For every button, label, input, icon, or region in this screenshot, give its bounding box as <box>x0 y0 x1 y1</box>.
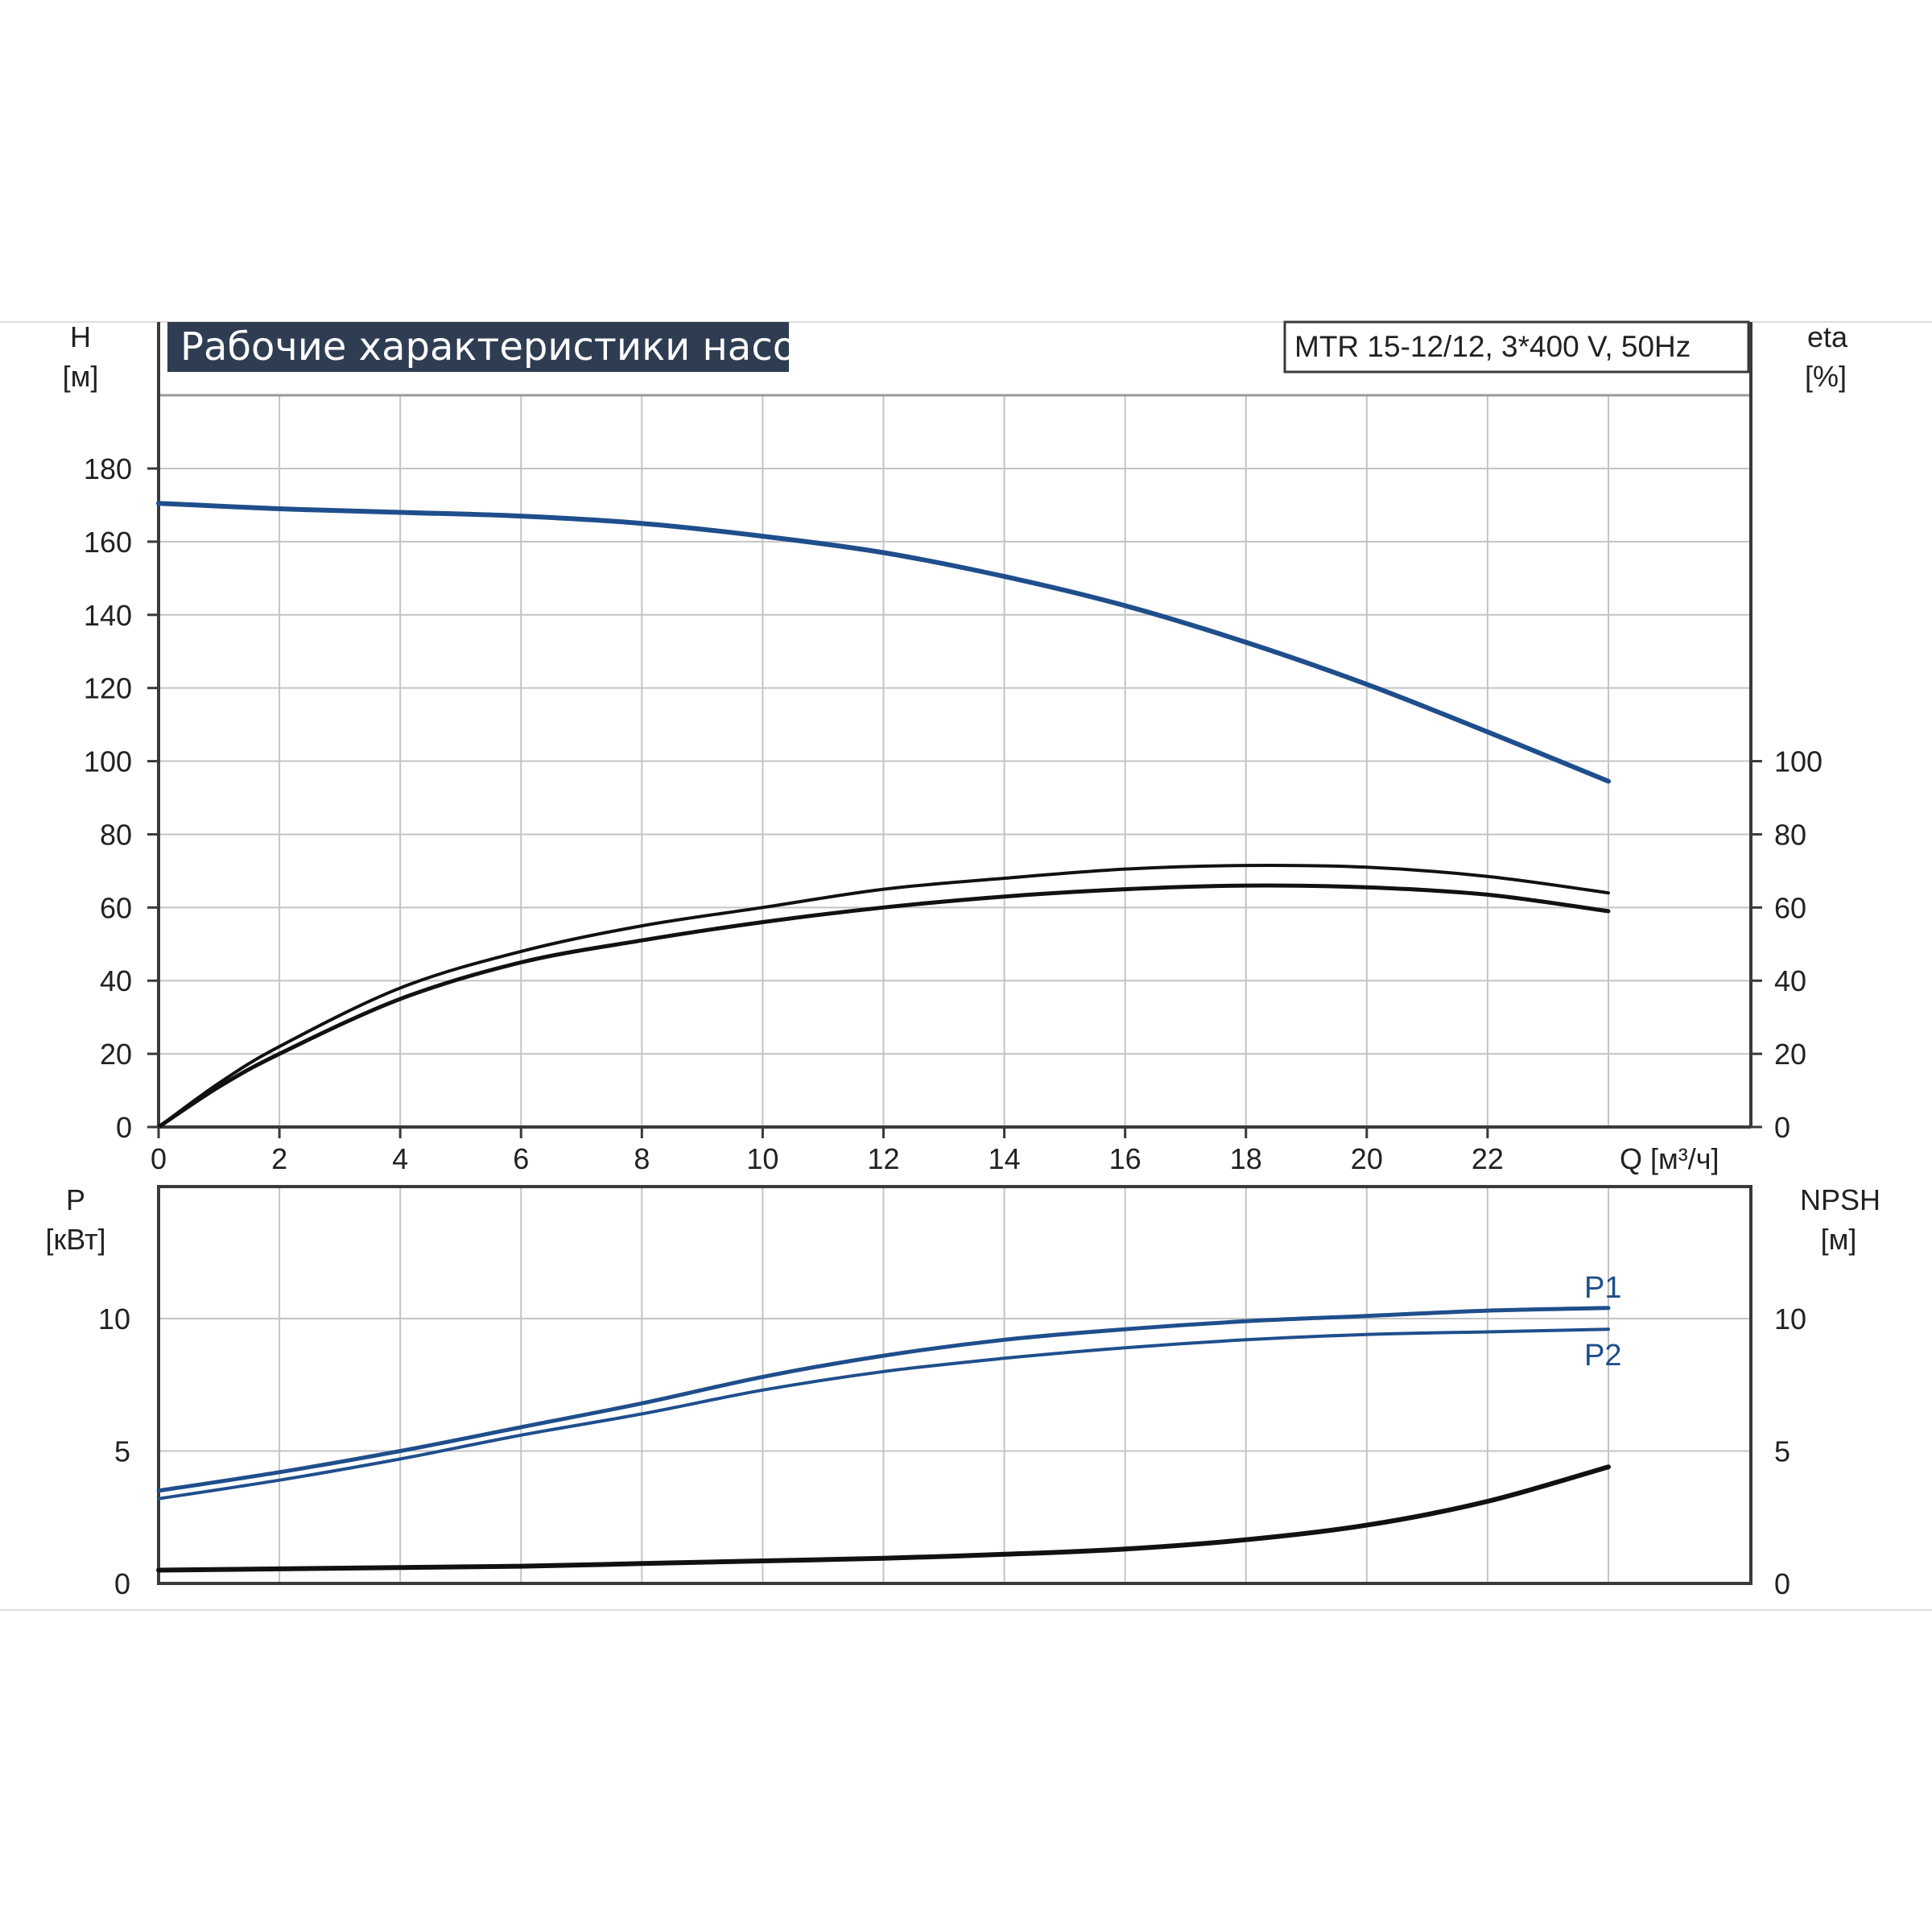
series-line-eta-lower <box>156 883 1611 1129</box>
x-tick-label: 14 <box>989 1142 1021 1175</box>
p2-label: P2 <box>1584 1339 1621 1373</box>
lower-grid <box>159 1187 1751 1583</box>
npsh-tick-label: 5 <box>1774 1435 1790 1468</box>
eta-tick-label: 40 <box>1774 964 1806 997</box>
x-tick-label: 20 <box>1351 1142 1383 1175</box>
npsh-axis-name: NPSH <box>1800 1183 1880 1216</box>
npsh-tick-label: 10 <box>1774 1302 1806 1335</box>
x-tick-label: 18 <box>1230 1142 1262 1175</box>
x-axis-label: Q [м³/ч] <box>1620 1142 1719 1175</box>
h-tick-label: 0 <box>116 1111 132 1144</box>
model-box <box>1283 320 1750 374</box>
p-axis-name: P <box>66 1183 85 1216</box>
series-line-P1 <box>156 1306 1611 1493</box>
upper-grid <box>159 395 1751 1127</box>
tick-labels: 0 2 4 6 8 10 12 14 16 18 20 22020406080100120140160… <box>84 452 1823 1600</box>
h-tick-label: 40 <box>100 964 132 997</box>
h-axis-unit: [м] <box>63 360 99 393</box>
series-line-P2 <box>157 1327 1610 1501</box>
upper-series <box>156 501 1611 1129</box>
series-line-eta-upper <box>157 863 1610 1129</box>
npsh-tick-label: 0 <box>1774 1567 1790 1600</box>
h-tick-label: 140 <box>84 599 132 632</box>
h-tick-label: 160 <box>84 526 132 559</box>
h-tick-label: 180 <box>84 452 132 485</box>
x-tick-label: 8 <box>634 1142 650 1175</box>
lower-frame <box>157 1185 1752 1585</box>
p-tick-label: 10 <box>98 1302 130 1335</box>
eta-tick-label: 100 <box>1774 745 1823 778</box>
x-tick-label: 22 <box>1472 1142 1504 1175</box>
x-tick-label: 4 <box>392 1142 408 1175</box>
x-tick-label: 12 <box>867 1142 899 1175</box>
h-tick-label: 80 <box>100 818 132 851</box>
eta-axis-name: eta <box>1807 320 1848 353</box>
lower-series <box>156 1306 1611 1573</box>
eta-tick-label: 0 <box>1774 1111 1790 1144</box>
title-box <box>167 322 789 372</box>
model-label: MTR 15-12/12, 3*400 V, 50Hz <box>1294 330 1690 363</box>
x-tick-label: 16 <box>1109 1142 1141 1175</box>
eta-tick-label: 20 <box>1774 1038 1806 1071</box>
p1-label: P1 <box>1584 1271 1621 1305</box>
h-axis-name: H <box>70 320 91 353</box>
p-tick-label: 5 <box>114 1435 130 1468</box>
h-tick-label: 60 <box>100 891 132 924</box>
npsh-axis-unit: [м] <box>1821 1223 1857 1256</box>
x-tick-label: 2 <box>271 1142 287 1175</box>
x-tick-label: 6 <box>513 1142 529 1175</box>
x-tick-label: 10 <box>746 1142 778 1175</box>
chart-title: Рабочие характеристики насоса <box>180 324 841 369</box>
x-tick-label: 0 <box>151 1142 167 1175</box>
h-tick-label: 20 <box>100 1038 132 1071</box>
eta-tick-label: 80 <box>1774 818 1806 851</box>
series-line-H <box>156 501 1611 784</box>
series-line-NPSH <box>156 1464 1611 1573</box>
p-tick-label: 0 <box>114 1567 130 1600</box>
h-tick-label: 120 <box>84 672 132 705</box>
eta-tick-label: 60 <box>1774 891 1806 924</box>
h-tick-label: 100 <box>84 745 132 778</box>
eta-axis-unit: [%] <box>1805 360 1847 393</box>
p-axis-unit: [кВт] <box>45 1223 105 1256</box>
